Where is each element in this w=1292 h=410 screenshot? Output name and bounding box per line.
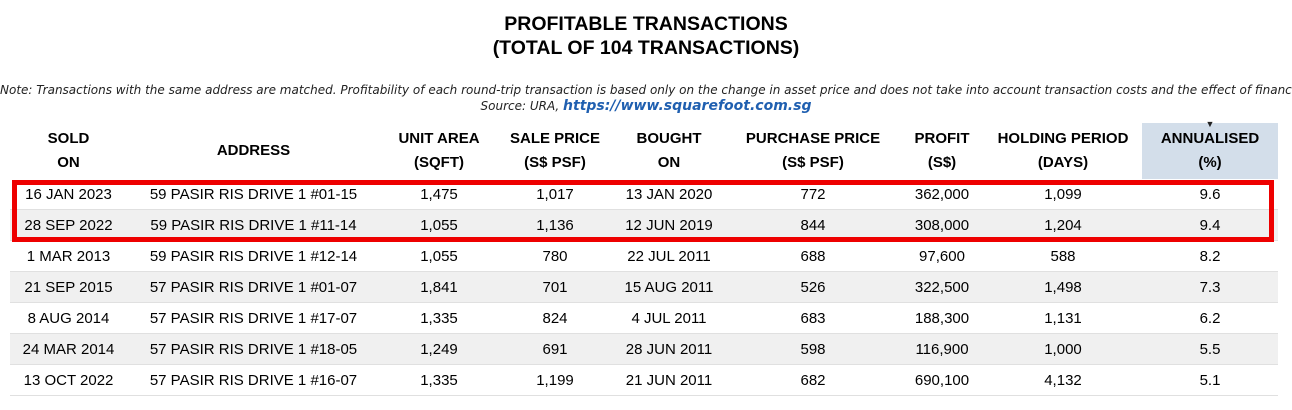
column-header-profit[interactable]: PROFIT (S$) xyxy=(914,130,970,171)
cell-sale-price: 780 xyxy=(498,240,612,272)
cell-annualised: 8.2 xyxy=(1142,240,1278,272)
sort-descending-icon[interactable]: ▼ xyxy=(1205,119,1215,129)
column-header-purchase-price[interactable]: PURCHASE PRICE (S$ PSF) xyxy=(745,130,881,171)
cell-unit-area: 1,841 xyxy=(380,271,498,303)
cell-purchase-price: 844 xyxy=(726,209,900,241)
cell-profit: 97,600 xyxy=(900,240,984,272)
table-row: 16 JAN 2023 59 PASIR RIS DRIVE 1 #01-15 1,… xyxy=(10,179,1278,210)
cell-bought-on: 4 JUL 2011 xyxy=(612,302,726,334)
cell-profit: 362,000 xyxy=(900,179,984,210)
cell-address: 57 PASIR RIS DRIVE 1 #16-07 xyxy=(127,364,380,396)
column-header-address[interactable]: ADDRESS xyxy=(216,142,291,159)
cell-sale-price: 701 xyxy=(498,271,612,303)
cell-annualised: 9.6 xyxy=(1142,179,1278,210)
column-header-annualised[interactable]: ▼ ANNUALISED (%) xyxy=(1142,119,1278,179)
cell-sale-price: 691 xyxy=(498,333,612,365)
cell-sale-price: 1,199 xyxy=(498,364,612,396)
cell-holding-period: 1,131 xyxy=(984,302,1142,334)
transactions-table: SOLD ON ADDRESS UNIT AREA (SQFT) SALE PR… xyxy=(10,119,1278,396)
table-row: 1 MAR 2013 59 PASIR RIS DRIVE 1 #12-14 1,0… xyxy=(10,240,1278,272)
cell-sold-on: 8 AUG 2014 xyxy=(10,302,127,334)
cell-profit: 116,900 xyxy=(900,333,984,365)
cell-purchase-price: 688 xyxy=(726,240,900,272)
cell-sold-on: 21 SEP 2015 xyxy=(10,271,127,303)
cell-profit: 322,500 xyxy=(900,271,984,303)
cell-bought-on: 21 JUN 2011 xyxy=(612,364,726,396)
cell-bought-on: 12 JUN 2019 xyxy=(612,209,726,241)
cell-purchase-price: 526 xyxy=(726,271,900,303)
cell-holding-period: 588 xyxy=(984,240,1142,272)
cell-purchase-price: 772 xyxy=(726,179,900,210)
cell-sale-price: 1,136 xyxy=(498,209,612,241)
title-line-1: PROFITABLE TRANSACTIONS xyxy=(504,13,788,35)
table-body: 16 JAN 2023 59 PASIR RIS DRIVE 1 #01-15 1,… xyxy=(10,179,1278,396)
cell-holding-period: 1,000 xyxy=(984,333,1142,365)
source-label: Source: URA, xyxy=(480,99,560,113)
cell-sale-price: 824 xyxy=(498,302,612,334)
column-header-sold-on[interactable]: SOLD ON xyxy=(47,130,90,171)
note-text: Note: Transactions with the same address… xyxy=(0,83,1292,97)
cell-purchase-price: 598 xyxy=(726,333,900,365)
cell-holding-period: 4,132 xyxy=(984,364,1142,396)
cell-address: 59 PASIR RIS DRIVE 1 #01-15 xyxy=(127,179,380,210)
cell-annualised: 7.3 xyxy=(1142,271,1278,303)
cell-address: 57 PASIR RIS DRIVE 1 #18-05 xyxy=(127,333,380,365)
column-header-unit-area[interactable]: UNIT AREA (SQFT) xyxy=(398,130,480,171)
title-line-2: (TOTAL OF 104 TRANSACTIONS) xyxy=(492,37,800,59)
cell-unit-area: 1,335 xyxy=(380,364,498,396)
cell-unit-area: 1,055 xyxy=(380,240,498,272)
cell-profit: 308,000 xyxy=(900,209,984,241)
cell-unit-area: 1,249 xyxy=(380,333,498,365)
cell-address: 57 PASIR RIS DRIVE 1 #01-07 xyxy=(127,271,380,303)
table-row: 13 OCT 2022 57 PASIR RIS DRIVE 1 #16-07 1,… xyxy=(10,364,1278,396)
column-header-holding-period[interactable]: HOLDING PERIOD (DAYS) xyxy=(997,130,1129,171)
cell-sold-on: 13 OCT 2022 xyxy=(10,364,127,396)
cell-holding-period: 1,204 xyxy=(984,209,1142,241)
cell-sale-price: 1,017 xyxy=(498,179,612,210)
column-header-bought-on[interactable]: BOUGHT ON xyxy=(636,130,702,171)
cell-address: 59 PASIR RIS DRIVE 1 #11-14 xyxy=(127,209,380,241)
cell-annualised: 5.1 xyxy=(1142,364,1278,396)
cell-holding-period: 1,498 xyxy=(984,271,1142,303)
cell-bought-on: 15 AUG 2011 xyxy=(612,271,726,303)
cell-bought-on: 28 JUN 2011 xyxy=(612,333,726,365)
cell-address: 59 PASIR RIS DRIVE 1 #12-14 xyxy=(127,240,380,272)
cell-annualised: 5.5 xyxy=(1142,333,1278,365)
footnote: Note: Transactions with the same address… xyxy=(0,82,1292,114)
cell-unit-area: 1,335 xyxy=(380,302,498,334)
cell-annualised: 6.2 xyxy=(1142,302,1278,334)
table-row: 24 MAR 2014 57 PASIR RIS DRIVE 1 #18-05 1,… xyxy=(10,333,1278,365)
page-title: PROFITABLE TRANSACTIONS (TOTAL OF 104 TR… xyxy=(0,12,1292,60)
cell-sold-on: 24 MAR 2014 xyxy=(10,333,127,365)
table-row: 21 SEP 2015 57 PASIR RIS DRIVE 1 #01-07 1,… xyxy=(10,271,1278,303)
cell-bought-on: 13 JAN 2020 xyxy=(612,179,726,210)
header-row: SOLD ON ADDRESS UNIT AREA (SQFT) SALE PR… xyxy=(10,119,1278,179)
cell-sold-on: 16 JAN 2023 xyxy=(10,179,127,210)
cell-profit: 690,100 xyxy=(900,364,984,396)
cell-unit-area: 1,475 xyxy=(380,179,498,210)
source-link[interactable]: https://www.squarefoot.com.sg xyxy=(563,98,812,114)
table-row: 28 SEP 2022 59 PASIR RIS DRIVE 1 #11-14 1,… xyxy=(10,209,1278,241)
cell-sold-on: 1 MAR 2013 xyxy=(10,240,127,272)
table-row: 8 AUG 2014 57 PASIR RIS DRIVE 1 #17-07 1,3… xyxy=(10,302,1278,334)
cell-annualised: 9.4 xyxy=(1142,209,1278,241)
cell-purchase-price: 682 xyxy=(726,364,900,396)
cell-address: 57 PASIR RIS DRIVE 1 #17-07 xyxy=(127,302,380,334)
cell-bought-on: 22 JUL 2011 xyxy=(612,240,726,272)
source-line: Source: URA, https://www.squarefoot.com.… xyxy=(0,98,1292,114)
cell-unit-area: 1,055 xyxy=(380,209,498,241)
cell-profit: 188,300 xyxy=(900,302,984,334)
column-header-sale-price[interactable]: SALE PRICE (S$ PSF) xyxy=(509,130,600,171)
cell-sold-on: 28 SEP 2022 xyxy=(10,209,127,241)
cell-holding-period: 1,099 xyxy=(984,179,1142,210)
cell-purchase-price: 683 xyxy=(726,302,900,334)
